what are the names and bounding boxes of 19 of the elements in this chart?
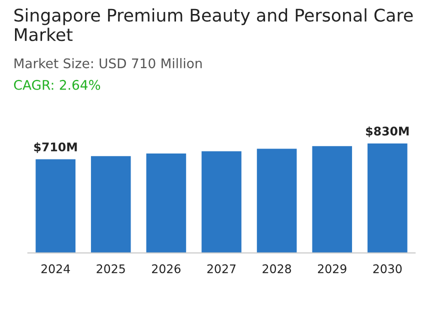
bar: [90, 156, 131, 253]
text: CAGR: 2.64%: [14, 80, 100, 90]
chart-subtitle: Market Size: USD 710 Million: [14, 58, 202, 68]
bar: [146, 153, 186, 253]
x-tick-label: 2029: [318, 264, 346, 274]
x-tick-label: 2030: [373, 264, 402, 274]
bar: [312, 146, 352, 253]
x-tick-label: 2025: [96, 264, 125, 274]
x-tick-label: 2027: [207, 264, 236, 274]
x-tick-label: 2028: [262, 264, 292, 274]
bar: [368, 143, 408, 253]
x-tick-label: 2026: [152, 264, 180, 274]
data-label: $710M: [34, 142, 77, 153]
bar: [256, 148, 297, 253]
x-tick-label: 2024: [41, 264, 70, 274]
bar: [36, 159, 76, 253]
data-label: $830M: [366, 126, 409, 138]
bar: [202, 151, 242, 253]
chart-title: Singapore Premium Beauty and Personal Care Market: [14, 8, 413, 42]
